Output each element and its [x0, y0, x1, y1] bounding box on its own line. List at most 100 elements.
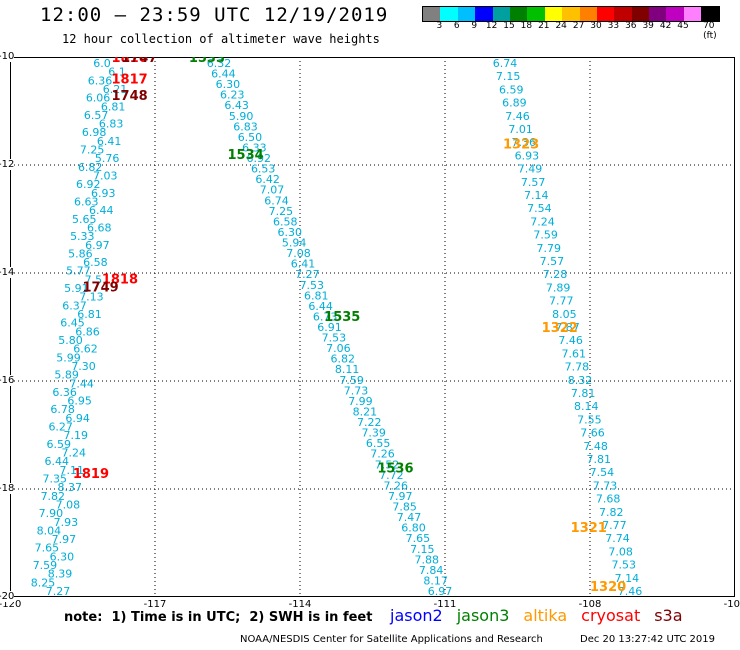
lat-axis-label: -14: [0, 267, 15, 278]
swh-value: 7.47: [397, 511, 422, 524]
orbit-number-label: 1818: [102, 272, 138, 287]
swh-value: 5.76: [95, 152, 120, 165]
scale-swatch: [631, 7, 650, 21]
swh-value: 6.92: [76, 178, 101, 191]
swh-value: 7.54: [527, 202, 552, 215]
swh-value: 7.52: [375, 458, 400, 471]
satellite-jason2-label: jason2: [390, 606, 443, 625]
swh-value: 7.73: [593, 479, 618, 492]
swh-value: 7.08: [608, 545, 633, 558]
swh-value: 7.61: [562, 347, 587, 360]
scale-swatch: [544, 7, 563, 21]
swh-value: 7.81: [587, 453, 612, 466]
swh-value: 7.68: [596, 493, 621, 506]
swh-value: 7.14: [615, 572, 640, 585]
swh-value: 7.81: [571, 387, 596, 400]
lat-axis-label: -16: [0, 375, 15, 386]
swh-value: 7.35: [43, 472, 68, 485]
swh-value: 6.36: [52, 386, 77, 399]
swh-value: 7.26: [370, 448, 395, 461]
swh-value: 6.81: [77, 308, 102, 321]
swh-value: 6.0: [93, 57, 111, 70]
credit-text: NOAA/NESDIS Center for Satellite Applica…: [240, 634, 543, 645]
swh-value: 6.74: [493, 57, 518, 70]
swh-value: 6.58: [83, 256, 108, 269]
swh-value: 6.43: [224, 99, 249, 112]
swh-value: 6.83: [233, 120, 258, 133]
swh-value: 6.06: [86, 92, 111, 105]
swh-value: 7.97: [388, 490, 413, 503]
swh-value: 6.89: [502, 97, 527, 110]
swh-value: 7.06: [326, 342, 351, 355]
swh-value: 6.82: [331, 353, 356, 366]
scale-tick-label: 36: [625, 21, 637, 31]
swh-value: 6.94: [65, 412, 90, 425]
swh-value: 7.59: [33, 559, 58, 572]
swh-value: 6.45: [60, 317, 85, 330]
swh-value: 7.22: [357, 416, 382, 429]
swh-value: 6.97: [428, 585, 453, 597]
swh-value: 6.32: [207, 57, 232, 70]
swh-value: 7.73: [344, 384, 369, 397]
orbit-number-label: 1323: [503, 137, 539, 152]
satellite-cryosat-label: cryosat: [581, 606, 641, 625]
swh-value: 7.48: [583, 440, 608, 453]
scale-tick-label: 15: [503, 21, 515, 31]
color-scale-labels: 3 6 9 12 15 18 21 24 27 30 33 36 39 42 45 70 (ft): [422, 21, 737, 41]
swh-value: 7.46: [558, 334, 583, 347]
swh-value: 7.11: [60, 464, 85, 477]
swh-value: 6.21: [103, 83, 128, 96]
scale-swatch: [596, 7, 615, 21]
swh-value: 8.25: [31, 576, 56, 589]
swh-value: 6.27: [48, 421, 73, 434]
map-canvas: 6.326.446.306.236.435.906.836.506.336.92…: [10, 57, 735, 597]
swh-value: 6.30: [50, 550, 75, 563]
swh-value: 6.50: [238, 131, 263, 144]
scale-swatch: [509, 7, 528, 21]
orbit-number-label: 1322: [542, 321, 578, 336]
swh-value: 8.32: [568, 374, 593, 387]
swh-value: 7.57: [521, 176, 546, 189]
wave-height-map: 6.32 6.44 6.30 6.23 6.43 5.90 6.83 6.50 6.33 6.92…: [10, 57, 735, 597]
swh-value: 7.65: [406, 532, 431, 545]
swh-value: 7.57: [540, 255, 565, 268]
scale-swatch: [562, 7, 580, 21]
swh-value: 6.86: [75, 325, 100, 338]
swh-value: 8.04: [37, 524, 62, 537]
swh-value: 7.79: [537, 242, 562, 255]
orbit-number-label: 1747: [121, 57, 157, 66]
swh-value: 7.15: [496, 70, 521, 83]
scale-swatch: [614, 7, 632, 21]
lon-axis-label: -105: [723, 599, 740, 610]
scale-tick-label: 24: [555, 21, 567, 31]
orbit-number-label: 1535: [324, 310, 360, 325]
swh-value: 6.97: [85, 239, 110, 252]
swh-value: 7.24: [530, 215, 555, 228]
scale-tick-label: 39: [642, 21, 654, 31]
swh-value: 8.11: [335, 363, 360, 376]
scale-tick-label: 42: [659, 21, 672, 31]
lat-axis-label: -20: [0, 591, 15, 602]
swh-value: 5.65: [72, 213, 97, 226]
swh-value: 7.27: [46, 585, 71, 597]
swh-value: 8.14: [574, 400, 599, 413]
swh-value: 6.36: [88, 74, 113, 87]
footnote: note: 1) Time is in UTC; 2) SWH is in fe…: [64, 610, 373, 625]
swh-value: 7.27: [295, 268, 320, 281]
scale-swatch: [492, 7, 510, 21]
swh-value: 5.33: [70, 230, 95, 243]
swh-value: 7.25: [269, 205, 294, 218]
orbit-number-label: 1320: [590, 580, 626, 595]
swh-value: 7.65: [35, 542, 60, 555]
swh-value: 6.74: [264, 194, 289, 207]
swh-value: 7.72: [379, 469, 404, 482]
scale-swatch: [683, 7, 702, 21]
scale-tick-label: 18: [520, 21, 533, 31]
scale-swatch: [701, 7, 719, 21]
swh-value: 7.07: [260, 184, 285, 197]
swh-value: 5.99: [56, 351, 81, 364]
scale-swatch: [666, 7, 684, 21]
scale-tick-label: 45: [677, 21, 689, 31]
timestamp-text: Dec 20 13:27:42 UTC 2019: [580, 634, 715, 645]
swh-value: 7.08: [56, 498, 81, 511]
